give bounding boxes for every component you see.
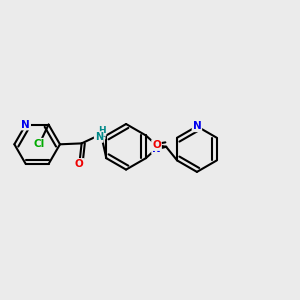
Text: H: H (97, 130, 105, 139)
Text: N: N (21, 120, 30, 130)
Text: O: O (152, 140, 161, 150)
Text: O: O (75, 159, 84, 169)
Text: N: N (193, 121, 201, 131)
Text: Cl: Cl (34, 139, 45, 149)
Text: N: N (152, 143, 161, 154)
Text: N: N (94, 132, 103, 142)
Text: H: H (98, 126, 106, 135)
